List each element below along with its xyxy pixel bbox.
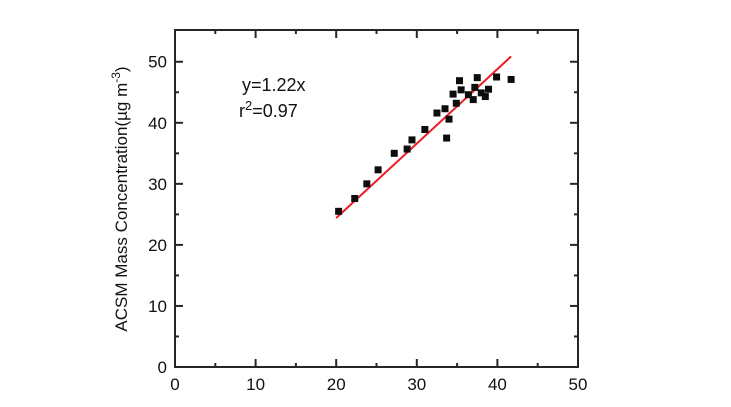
x-tick-label: 0 [170, 375, 179, 394]
data-point [335, 207, 343, 215]
data-point [456, 77, 464, 85]
data-point [493, 73, 501, 81]
annotation-r-squared: r2=0.97 [239, 98, 298, 121]
x-tick-label: 10 [246, 375, 265, 394]
data-point [473, 74, 481, 82]
data-point [441, 105, 449, 113]
data-point [469, 96, 477, 104]
data-point [445, 115, 453, 123]
x-tick-label: 50 [569, 375, 588, 394]
data-point [464, 91, 472, 99]
x-tick-label: 40 [488, 375, 507, 394]
data-point [374, 166, 382, 174]
y-tick-label: 40 [148, 114, 167, 133]
y-tick-label: 30 [148, 175, 167, 194]
annotation-equation: y=1.22x [242, 75, 306, 95]
data-point [477, 89, 485, 97]
plot-layer: 0 10 20 30 40 50 0 10 20 30 40 50 [148, 29, 588, 394]
data-point [507, 75, 515, 83]
data-point [457, 86, 465, 94]
fit-line [335, 55, 512, 219]
data-point [351, 195, 359, 202]
data-point [481, 93, 489, 101]
y-tick-label: 20 [148, 236, 167, 255]
data-point [449, 90, 457, 98]
x-tick-label: 20 [327, 375, 346, 394]
y-axis-title: ACSM Mass Concentration(µg m-3) [109, 66, 131, 331]
x-tick-label: 30 [407, 375, 426, 394]
plot-border [174, 29, 579, 368]
data-point [452, 99, 460, 107]
y-tick-label: 10 [148, 297, 167, 316]
y-tick-label: 50 [148, 53, 167, 72]
data-point [390, 149, 398, 157]
data-point [421, 126, 429, 134]
data-point [363, 180, 371, 188]
data-point [433, 109, 441, 117]
data-point [443, 134, 451, 142]
y-tick-label: 0 [158, 358, 167, 377]
data-point [485, 85, 493, 93]
data-point [403, 145, 411, 153]
data-point [408, 136, 416, 144]
data-point [471, 83, 479, 91]
